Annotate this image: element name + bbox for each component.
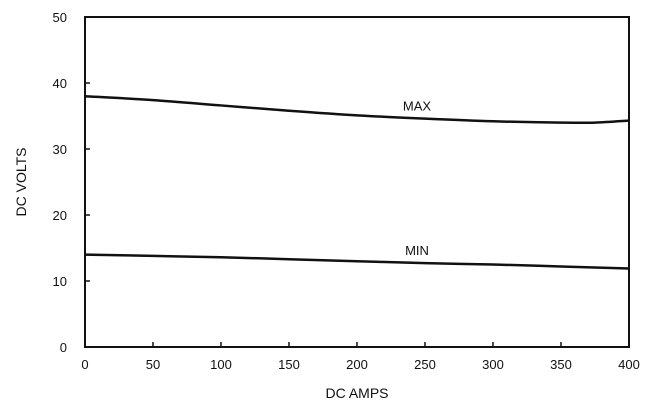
y-tick-label: 0 bbox=[60, 340, 67, 355]
x-axis-title: DC AMPS bbox=[325, 385, 388, 401]
series-label-min: MIN bbox=[405, 243, 429, 258]
series-labels: MAX MIN bbox=[403, 99, 432, 259]
series-line-min bbox=[84, 253, 630, 270]
x-tick-label: 250 bbox=[414, 357, 436, 372]
x-tick-label: 350 bbox=[550, 357, 572, 372]
x-tick-label: 150 bbox=[278, 357, 300, 372]
x-tick-label: 300 bbox=[482, 357, 504, 372]
y-tick-label: 30 bbox=[53, 142, 67, 157]
y-tick-label: 50 bbox=[53, 10, 67, 25]
y-tick-label: 40 bbox=[53, 76, 67, 91]
y-axis-title: DC VOLTS bbox=[13, 148, 29, 217]
y-tick-label: 20 bbox=[53, 208, 67, 223]
series-line-max bbox=[84, 94, 630, 125]
x-tick-label: 100 bbox=[210, 357, 232, 372]
y-tick-label: 10 bbox=[53, 274, 67, 289]
x-axis-ticks: 0 50 100 150 200 250 300 350 400 bbox=[81, 342, 640, 372]
x-tick-label: 0 bbox=[81, 357, 88, 372]
x-tick-label: 200 bbox=[346, 357, 368, 372]
series-layer bbox=[84, 94, 630, 270]
series-label-max: MAX bbox=[403, 99, 432, 114]
x-tick-label: 50 bbox=[146, 357, 160, 372]
x-tick-label: 400 bbox=[618, 357, 640, 372]
plot-frame bbox=[84, 16, 630, 348]
